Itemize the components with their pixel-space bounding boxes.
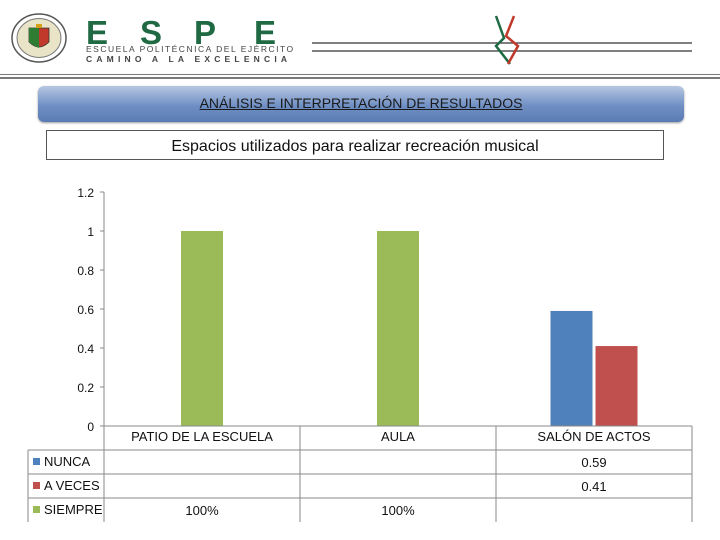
bar xyxy=(595,346,638,426)
y-tick-label: 0.4 xyxy=(77,342,94,356)
legend-key xyxy=(33,506,40,513)
espe-seal-icon xyxy=(11,13,67,63)
chart-title: Espacios utilizados para realizar recrea… xyxy=(171,138,539,155)
logo-motto: CAMINO A LA EXCELENCIA xyxy=(86,54,292,64)
x-tick-label: PATIO DE LA ESCUELA xyxy=(131,429,273,444)
y-tick-label: 0 xyxy=(87,420,94,434)
legend-label: SIEMPRE xyxy=(44,502,103,517)
logo-letter-s: S xyxy=(140,14,163,51)
legend-label: NUNCA xyxy=(44,454,91,469)
y-tick-label: 0.6 xyxy=(77,303,94,317)
header: E S P E ESCUELA POLITÉCNICA DEL EJÉRCITO… xyxy=(0,0,720,80)
results-banner: ANÁLISIS E INTERPRETACIÓN DE RESULTADOS xyxy=(38,86,684,122)
legend-label: A VECES xyxy=(44,478,100,493)
y-tick-label: 0.2 xyxy=(77,381,94,395)
bar xyxy=(550,310,593,426)
chart-title-box: Espacios utilizados para realizar recrea… xyxy=(46,130,664,160)
x-tick-label: SALÓN DE ACTOS xyxy=(537,429,651,444)
header-lines-decoration xyxy=(312,15,692,65)
logo-subtitle: ESCUELA POLITÉCNICA DEL EJÉRCITO xyxy=(86,44,295,54)
x-tick-label: AULA xyxy=(381,429,415,444)
logo-letter-p: P xyxy=(194,14,217,51)
data-label: 0.41 xyxy=(581,479,606,494)
y-tick-label: 0.8 xyxy=(77,264,94,278)
y-tick-label: 1 xyxy=(87,225,94,239)
bar xyxy=(181,231,223,426)
y-tick-label: 1.2 xyxy=(77,186,94,200)
data-label: 100% xyxy=(185,503,219,518)
legend-key xyxy=(33,482,40,489)
header-divider xyxy=(0,74,720,79)
banner-title: ANÁLISIS E INTERPRETACIÓN DE RESULTADOS xyxy=(199,95,523,111)
data-label: 0.59 xyxy=(581,455,606,470)
data-label: 100% xyxy=(381,503,415,518)
legend-key xyxy=(33,458,40,465)
logo-letter-e2: E xyxy=(254,14,277,51)
logo-letter-e: E xyxy=(86,14,109,51)
bar xyxy=(377,231,419,426)
